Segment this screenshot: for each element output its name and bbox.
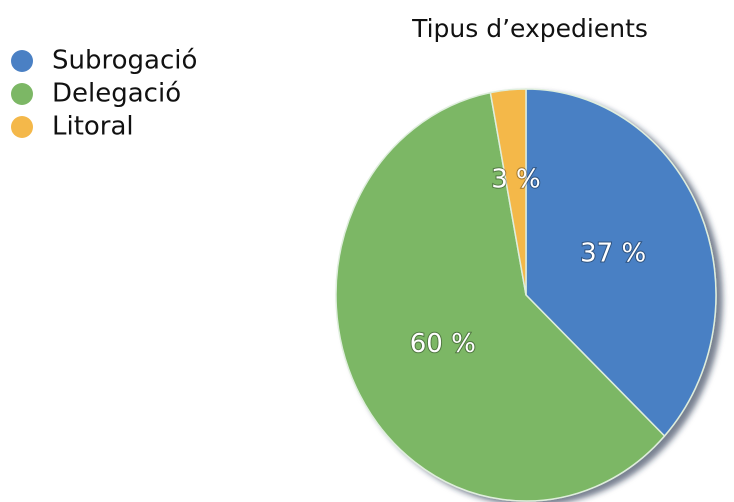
legend-label: Litoral	[52, 112, 134, 142]
labels: 37 % 60 % 3 %	[409, 164, 647, 360]
pie-slice	[335, 91, 666, 502]
legend-swatch	[11, 50, 33, 72]
pie-slice	[489, 88, 527, 296]
chart-title: Tipus d’expedients	[411, 14, 648, 43]
slice-label: 37 %	[580, 239, 646, 269]
legend-label: Delegació	[52, 79, 181, 109]
pie	[335, 88, 717, 502]
legend-label: Subrogació	[52, 46, 197, 76]
legend-swatch	[11, 83, 33, 105]
slice-label: 3 %	[491, 165, 541, 195]
legend-swatch	[11, 116, 33, 138]
slice-label: 60 %	[410, 329, 476, 359]
pie-slice	[525, 88, 717, 438]
